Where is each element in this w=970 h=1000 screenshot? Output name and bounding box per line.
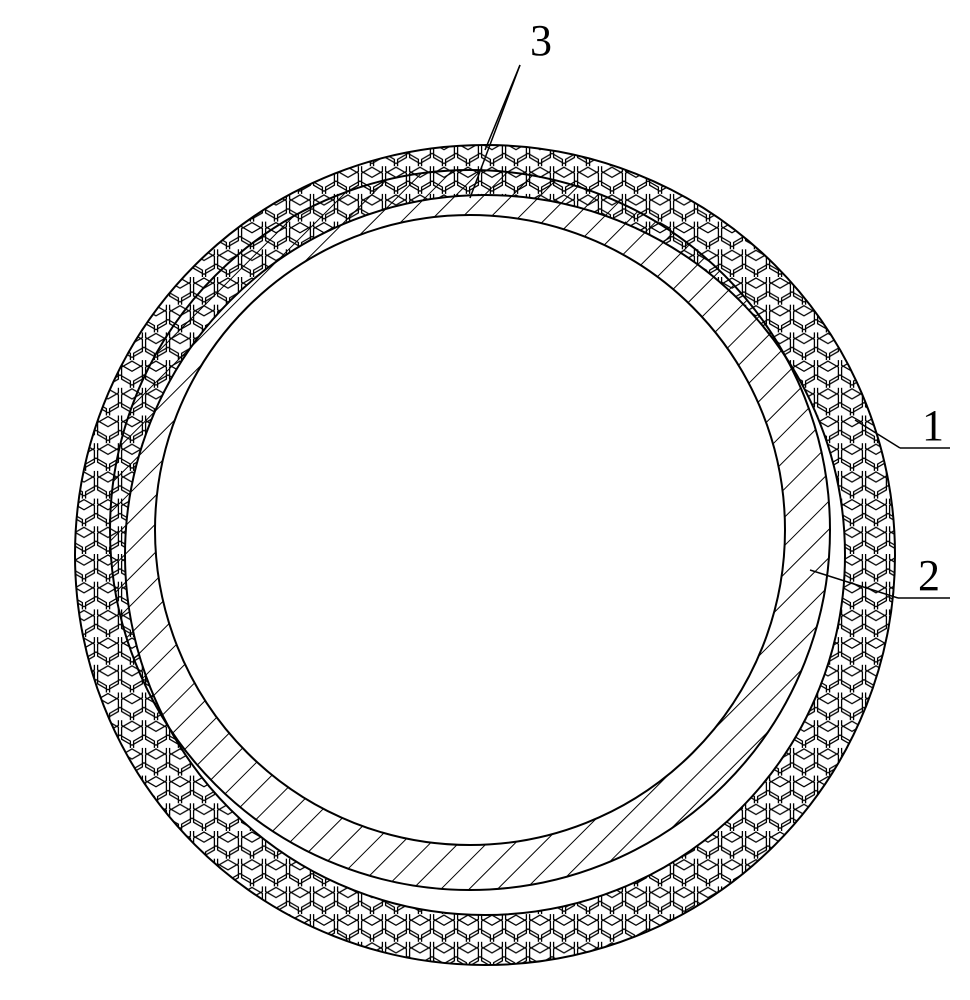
label-3-text: 3	[530, 16, 552, 65]
label-1-text: 1	[922, 401, 944, 450]
cross-section-diagram: 3 1 2	[0, 0, 970, 1000]
label-2-text: 2	[918, 551, 940, 600]
